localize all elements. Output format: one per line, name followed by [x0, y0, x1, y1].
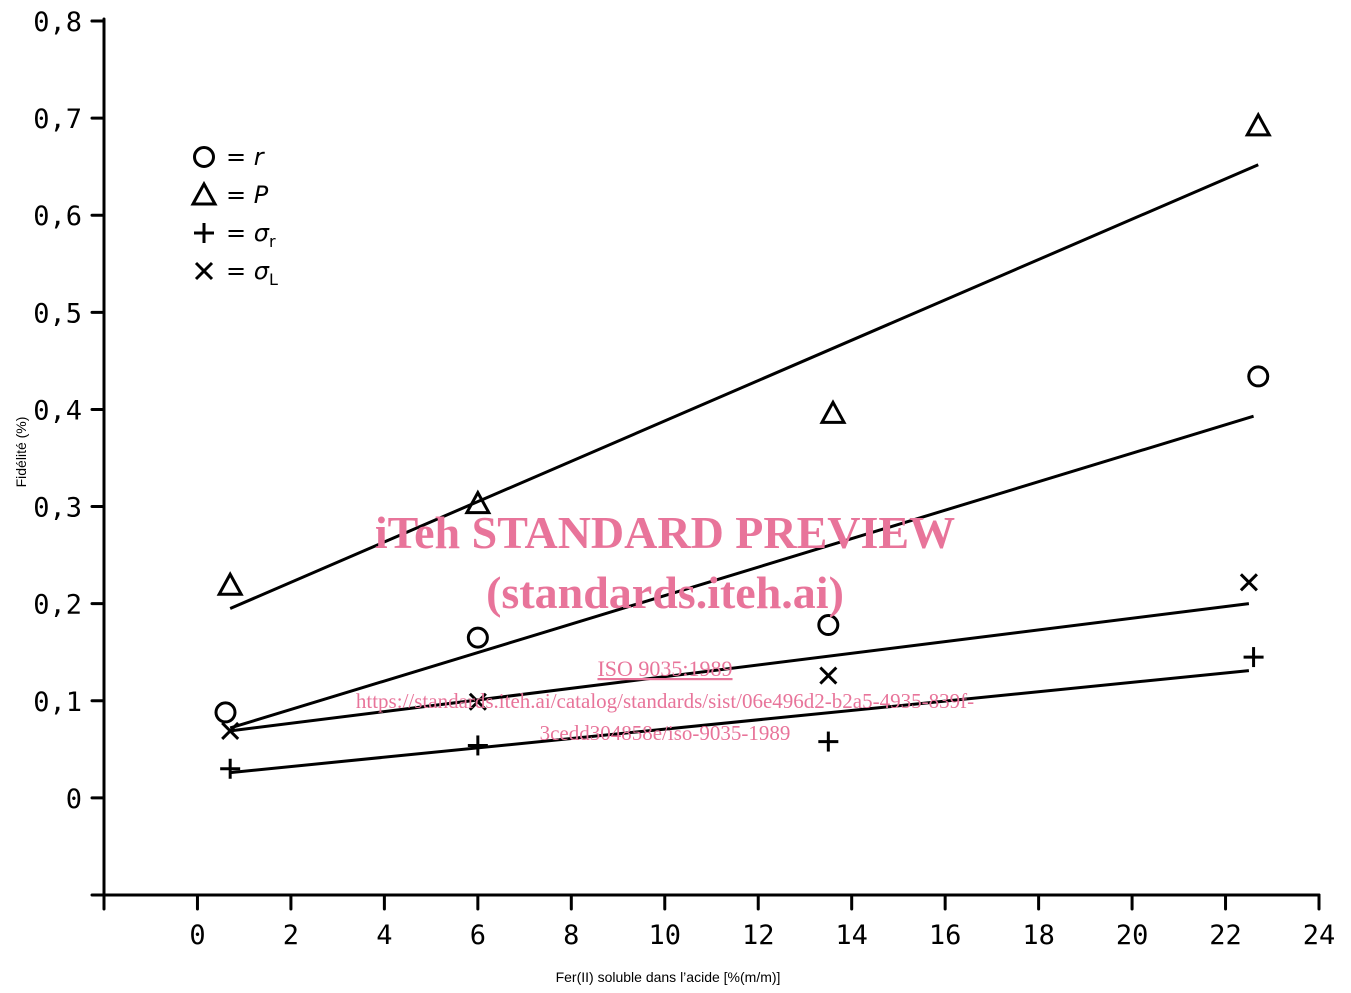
- y-tick-label: 0,5: [33, 298, 82, 329]
- x-tick-label: 16: [929, 920, 962, 951]
- legend-triangle-icon: [190, 180, 218, 206]
- x-tick-label: 4: [376, 920, 392, 951]
- point-sigma_r: [818, 731, 839, 752]
- point-r: [466, 626, 489, 649]
- point-sigma_r: [467, 735, 488, 756]
- legend-label: = σr: [226, 219, 276, 251]
- point-P: [819, 399, 847, 424]
- y-tick-label: 0,3: [33, 493, 82, 524]
- fit-line-sigma_r: [230, 669, 1250, 775]
- y-tick-label: 0,1: [33, 687, 82, 718]
- point-P: [1244, 111, 1272, 137]
- point-sigma_L: [221, 721, 240, 740]
- watermark-title: iTeh STANDARD PREVIEW: [375, 507, 955, 558]
- y-tick-label: 0,4: [33, 395, 82, 426]
- y-axis-title: Fidélité (%): [13, 417, 29, 488]
- point-r: [214, 701, 237, 724]
- y-tick-label: 0,8: [33, 7, 82, 38]
- x-tick-label: 20: [1116, 920, 1149, 951]
- y-tick-label: 0,2: [33, 590, 82, 621]
- x-tick-label: 2: [283, 920, 299, 951]
- x-axis-title: Fer(II) soluble dans l’acide [%(m/m)]: [556, 969, 781, 985]
- x-tick-label: 0: [189, 920, 205, 951]
- legend: = r = P = σr = σL: [190, 143, 278, 289]
- x-tick-label: 10: [649, 920, 682, 951]
- point-sigma_r: [1243, 647, 1264, 668]
- x-tick-label: 12: [742, 920, 775, 951]
- point-sigma_L: [819, 666, 838, 685]
- point-sigma_L: [468, 692, 487, 711]
- legend-label: = P: [226, 181, 269, 209]
- axes: 00,10,20,30,40,50,60,70,80 2 4 6 8 10 12 14 16 18…: [33, 7, 1335, 951]
- watermark-url-line2[interactable]: 3cedd304858e/iso-9035-1989: [540, 721, 791, 745]
- fit-line-P: [229, 163, 1259, 610]
- watermark-url-line1[interactable]: https://standards.iteh.ai/catalog/standa…: [356, 689, 974, 713]
- legend-plus-icon: [194, 223, 214, 243]
- y-tick-label: 0,7: [33, 104, 82, 135]
- point-sigma_r: [220, 758, 241, 779]
- watermark: iTeh STANDARD PREVIEW (standards.iteh.ai…: [356, 507, 974, 745]
- x-tick-label: 24: [1303, 920, 1336, 951]
- point-r: [817, 614, 840, 637]
- legend-label: = r: [226, 143, 266, 171]
- x-tick-label: 14: [835, 920, 868, 951]
- y-tick-label: 0,6: [33, 201, 82, 232]
- fit-line-sigma_L: [229, 602, 1250, 733]
- x-tick-label: 22: [1209, 920, 1242, 951]
- point-P: [464, 489, 492, 515]
- data-markers: [214, 111, 1272, 779]
- watermark-site: (standards.iteh.ai): [486, 567, 844, 618]
- legend-cross-icon: [194, 261, 214, 281]
- watermark-iso-link[interactable]: ISO 9035:1989: [597, 656, 732, 681]
- fit-lines: [229, 163, 1259, 775]
- point-P: [216, 571, 244, 596]
- fit-line-r: [229, 414, 1255, 730]
- legend-circle-icon: [193, 146, 215, 168]
- x-tick-label: 6: [470, 920, 486, 951]
- y-tick-label: 0: [66, 784, 82, 815]
- legend-label: = σL: [226, 257, 278, 289]
- point-r: [1247, 365, 1270, 388]
- x-tick-label: 8: [563, 920, 579, 951]
- point-sigma_L: [1239, 573, 1258, 592]
- x-tick-label: 18: [1022, 920, 1055, 951]
